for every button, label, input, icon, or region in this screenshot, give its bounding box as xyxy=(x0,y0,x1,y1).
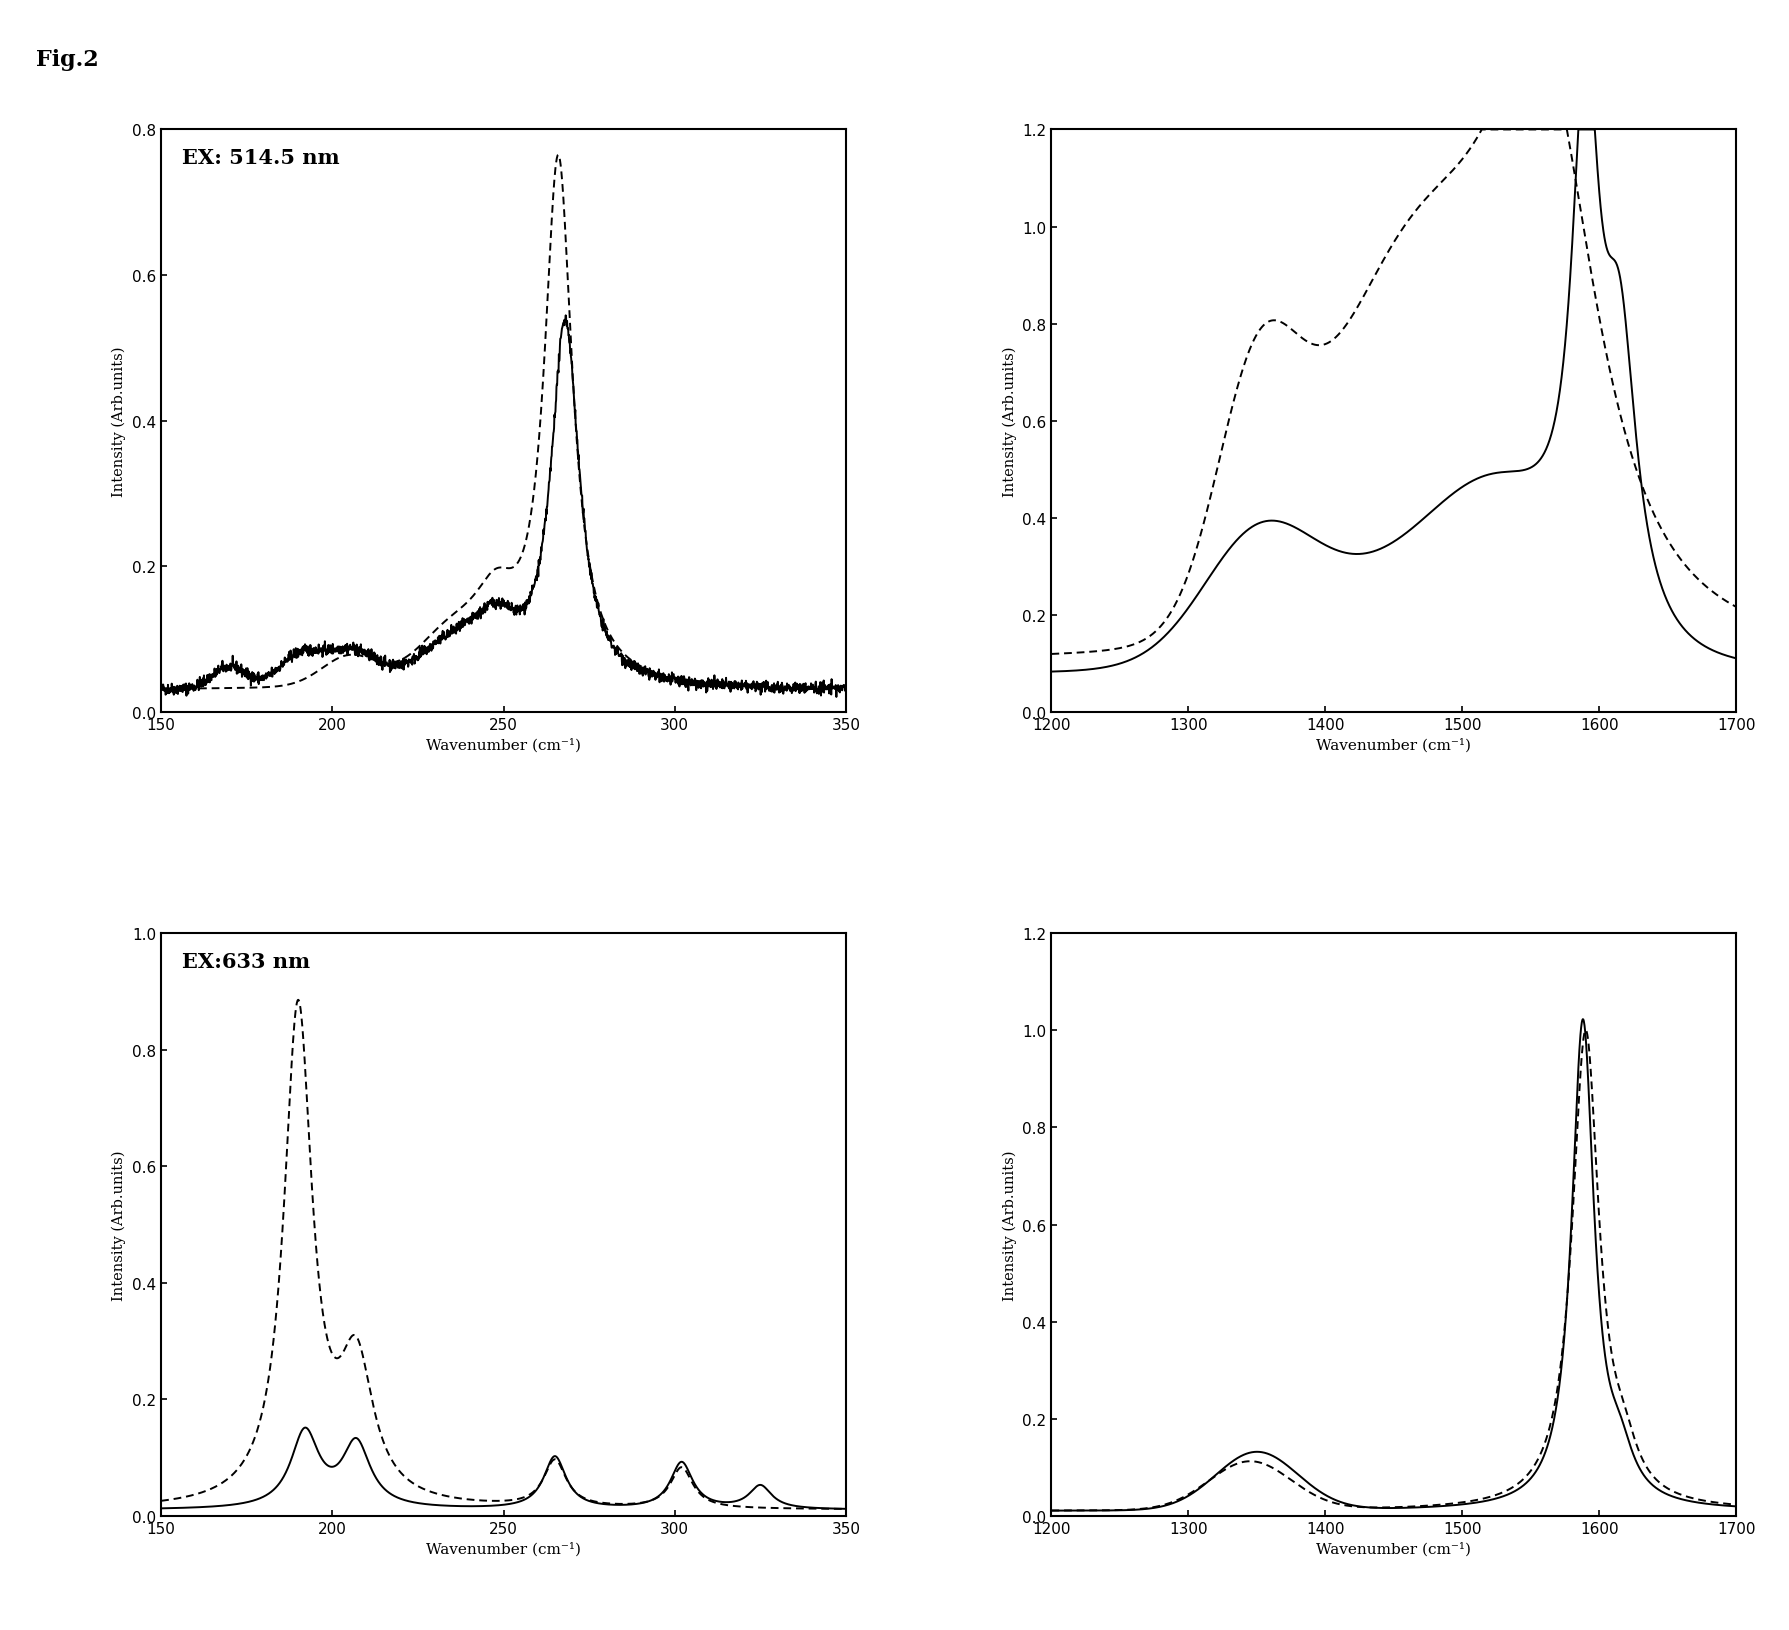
X-axis label: Wavenumber (cm⁻¹): Wavenumber (cm⁻¹) xyxy=(426,738,581,753)
Y-axis label: Intensity (Arb.units): Intensity (Arb.units) xyxy=(113,1149,127,1301)
Y-axis label: Intensity (Arb.units): Intensity (Arb.units) xyxy=(1002,1149,1016,1301)
X-axis label: Wavenumber (cm⁻¹): Wavenumber (cm⁻¹) xyxy=(1315,738,1471,753)
Text: Fig.2: Fig.2 xyxy=(36,49,98,70)
Text: EX: 514.5 nm: EX: 514.5 nm xyxy=(181,148,340,168)
Y-axis label: Intensity (Arb.units): Intensity (Arb.units) xyxy=(113,346,127,497)
Text: EX:633 nm: EX:633 nm xyxy=(181,952,309,971)
X-axis label: Wavenumber (cm⁻¹): Wavenumber (cm⁻¹) xyxy=(426,1542,581,1555)
Y-axis label: Intensity (Arb.units): Intensity (Arb.units) xyxy=(1002,346,1016,497)
X-axis label: Wavenumber (cm⁻¹): Wavenumber (cm⁻¹) xyxy=(1315,1542,1471,1555)
